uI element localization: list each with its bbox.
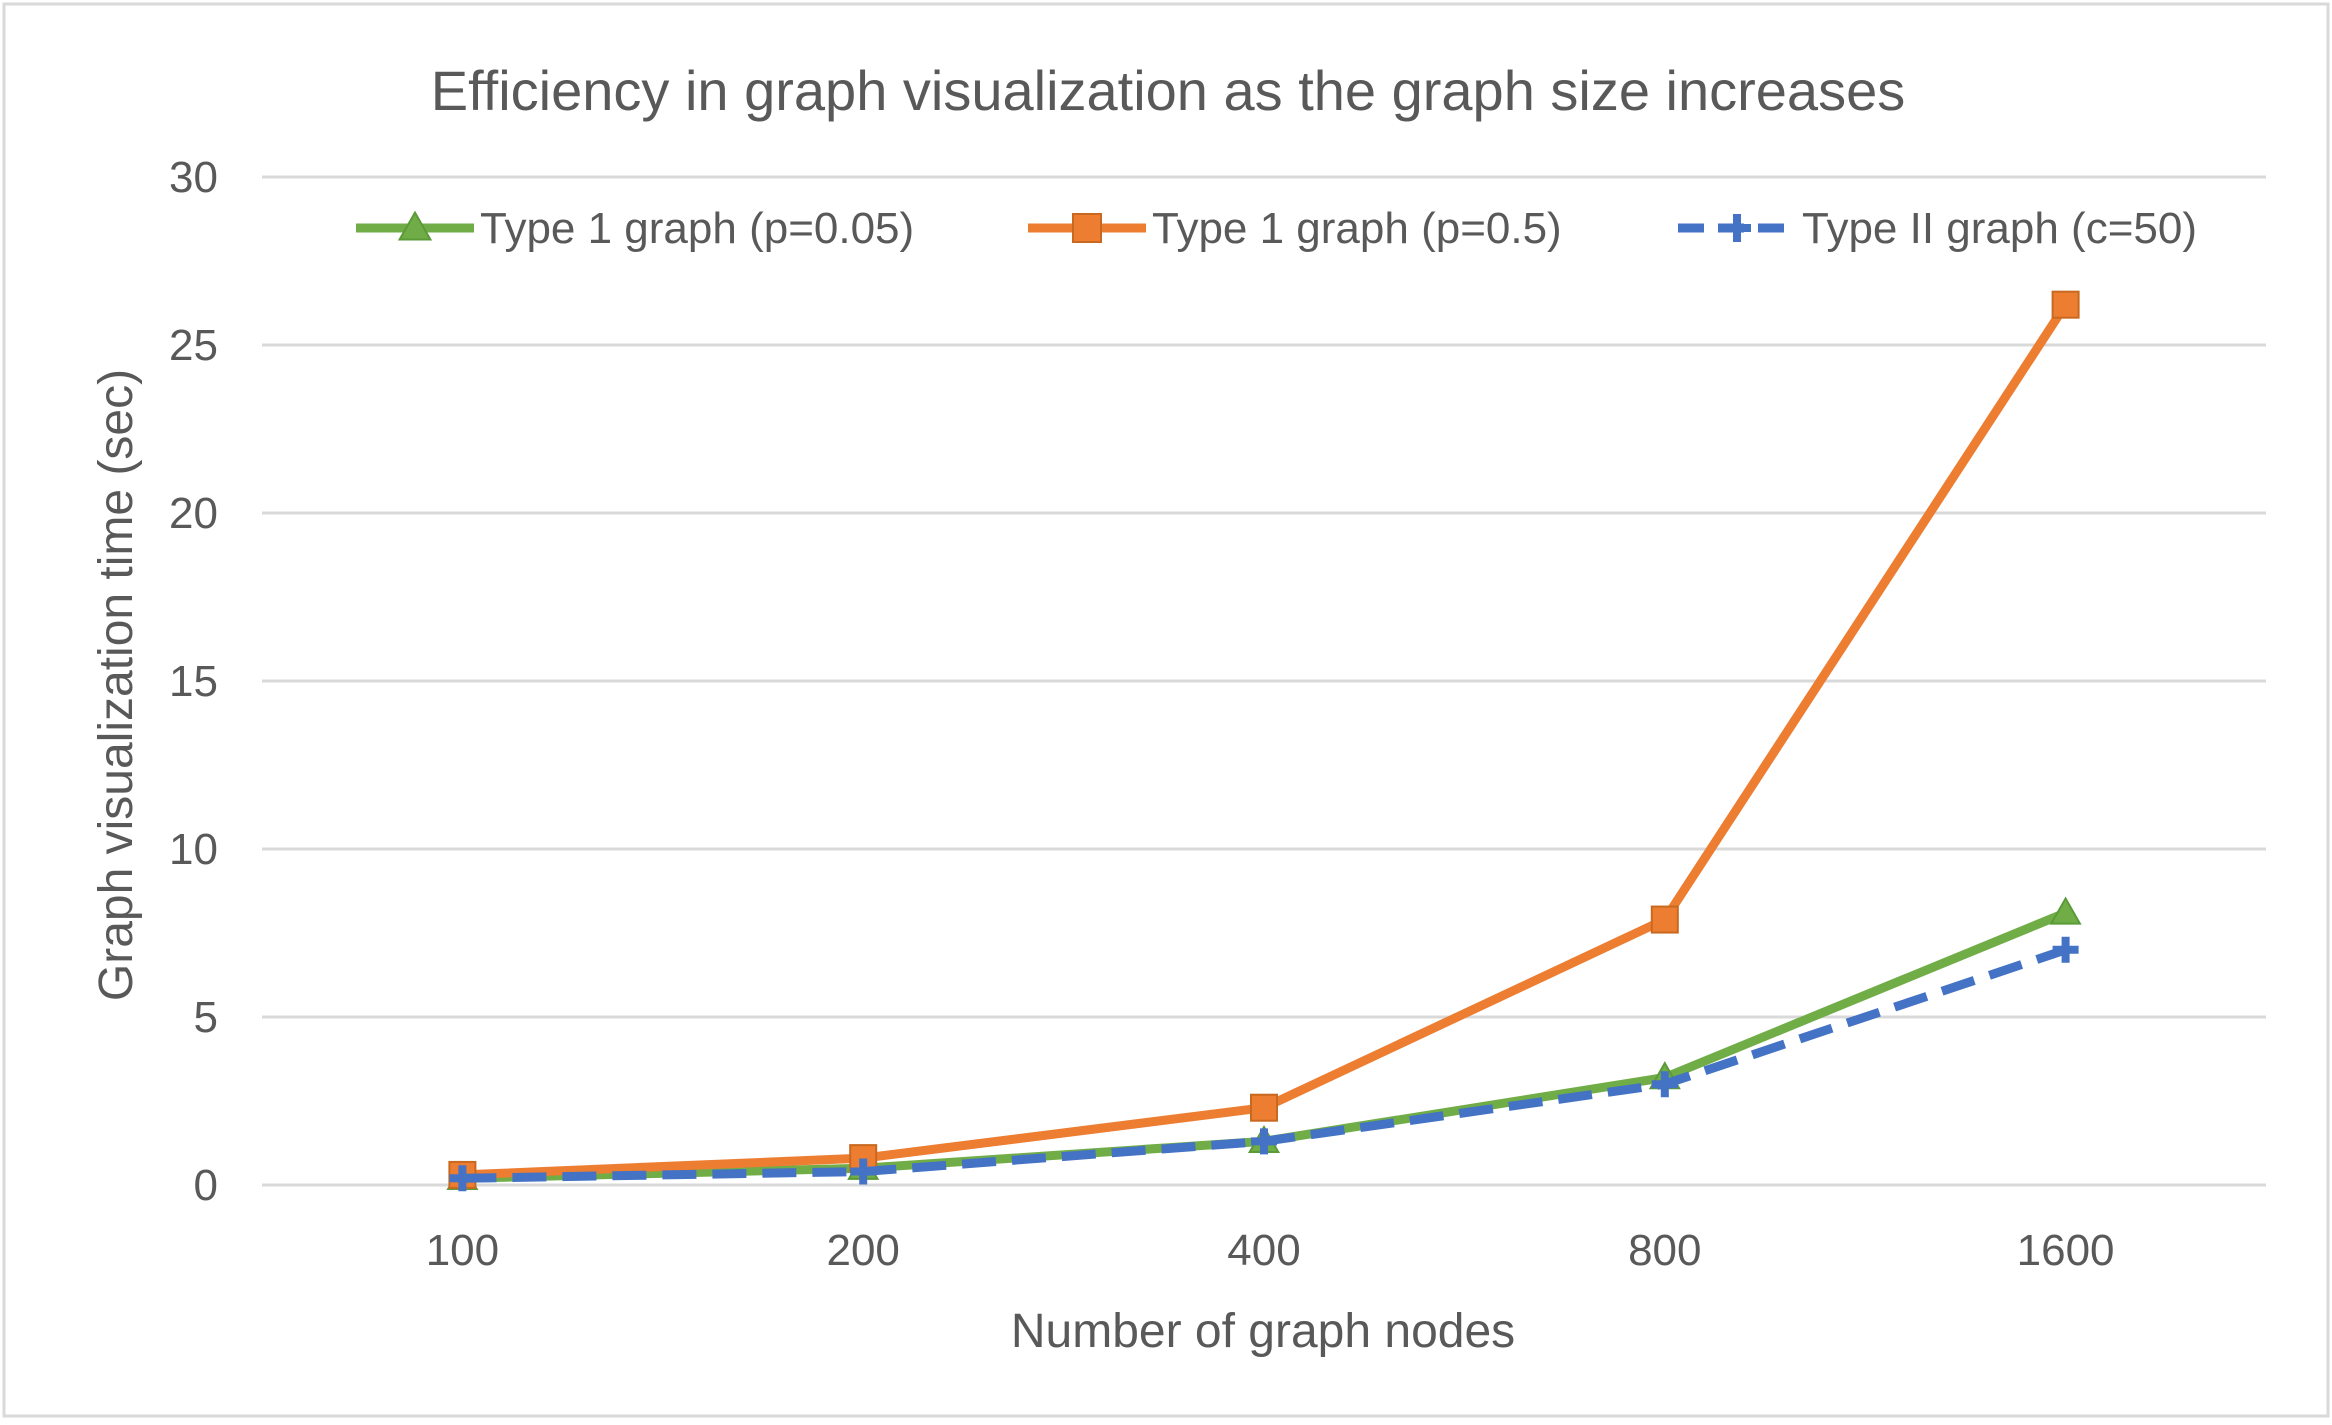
data-point-marker (449, 1165, 476, 1192)
x-axis-title: Number of graph nodes (1011, 1305, 1515, 1358)
y-tick-label: 15 (169, 657, 218, 706)
legend-item: Type II graph (c=50) (1678, 204, 2197, 253)
data-point-marker (2052, 936, 2079, 963)
x-axis-ticks: 100 200 400 800 1600 (426, 1226, 2115, 1275)
chart-title: Efficiency in graph visualization as the… (431, 59, 1905, 122)
data-point-marker (1723, 214, 1751, 242)
data-point-marker (1250, 1093, 1278, 1122)
y-tick-label: 25 (169, 321, 218, 370)
gridlines (262, 175, 2266, 1187)
legend-label: Type 1 graph (p=0.5) (1152, 204, 1562, 253)
y-axis-title: Graph visualization time (sec) (90, 369, 143, 1001)
series-2 (448, 290, 2080, 1189)
data-point-marker (2049, 896, 2082, 925)
data-point-marker (850, 1158, 877, 1185)
data-point-marker (1072, 213, 1102, 243)
y-tick-label: 5 (194, 993, 218, 1042)
y-tick-label: 0 (194, 1161, 218, 1210)
series-lines (446, 290, 2082, 1192)
y-tick-label: 10 (169, 825, 218, 874)
data-point-marker (397, 210, 433, 241)
x-tick-label: 200 (826, 1226, 899, 1275)
legend-label: Type 1 graph (p=0.05) (480, 204, 914, 253)
x-tick-label: 400 (1227, 1226, 1300, 1275)
x-tick-label: 100 (426, 1226, 499, 1275)
y-axis-ticks: 0 5 10 15 20 25 30 (169, 153, 218, 1210)
legend: Type 1 graph (p=0.05) Type 1 graph (p=0.5… (356, 204, 2197, 253)
data-point-marker (1651, 1071, 1678, 1098)
legend-item: Type 1 graph (p=0.5) (1028, 204, 1562, 253)
legend-label: Type II graph (c=50) (1802, 204, 2197, 253)
data-point-marker (1251, 1128, 1277, 1155)
x-tick-label: 800 (1628, 1226, 1701, 1275)
y-tick-label: 30 (169, 153, 218, 202)
series-3 (449, 936, 2079, 1192)
x-tick-label: 1600 (2017, 1226, 2115, 1275)
y-tick-label: 20 (169, 489, 218, 538)
legend-item: Type 1 graph (p=0.05) (356, 204, 914, 253)
data-point-marker (2051, 290, 2080, 319)
data-point-marker (1650, 905, 1679, 934)
